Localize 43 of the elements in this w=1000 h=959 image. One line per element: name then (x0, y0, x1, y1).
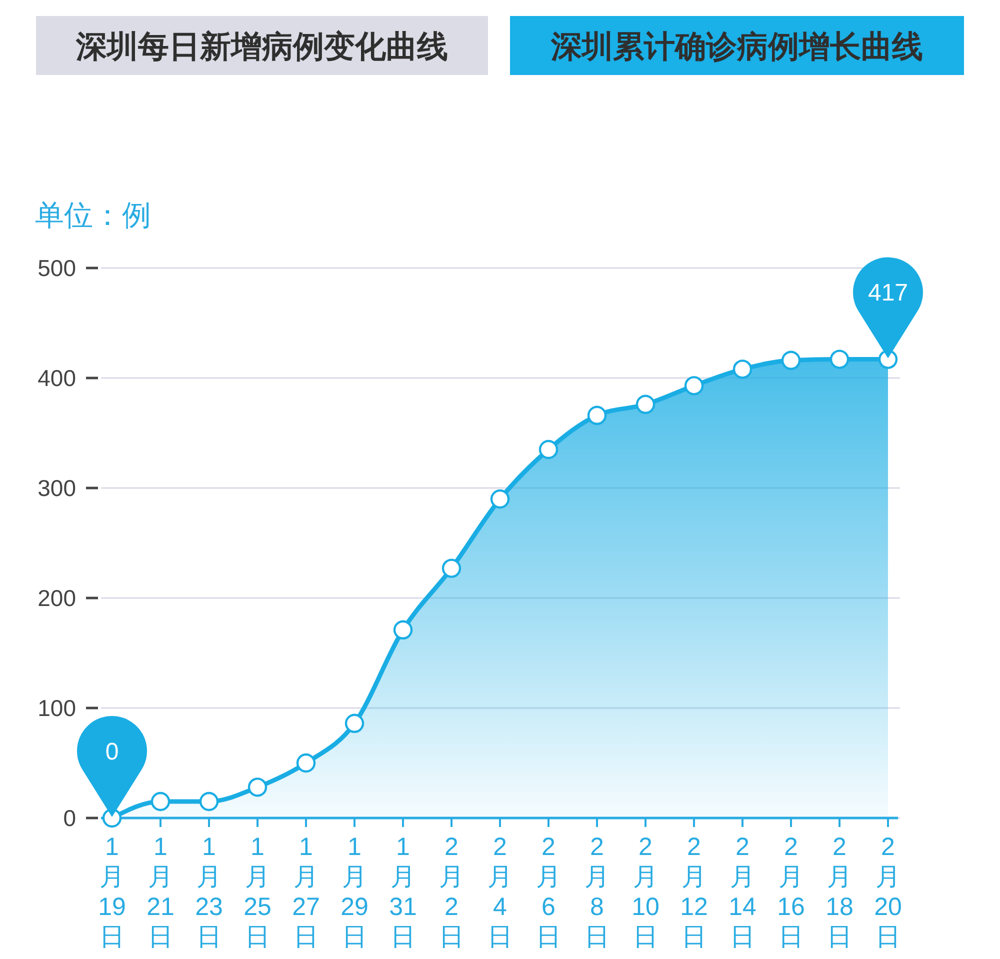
chart-title: 深圳累计确诊病例增长曲线 (550, 29, 923, 64)
text: 深圳每日新增病例变化曲线 (75, 29, 448, 64)
x-tick-label: 2月16日 (777, 833, 805, 951)
x-tick-label: 2月20日 (874, 833, 902, 951)
point (490, 489, 510, 509)
y-tick-label: 100 (38, 695, 76, 722)
x-tick-label: 1月23日 (195, 833, 223, 951)
x-tick-label: 1月19日 (98, 833, 126, 951)
x-tick-label: 2月14日 (728, 833, 756, 951)
point (150, 792, 170, 812)
x-tick-label: 1月27日 (292, 833, 320, 951)
point (393, 620, 413, 640)
point (636, 394, 656, 414)
point (442, 558, 462, 578)
point (684, 376, 704, 396)
point (587, 406, 607, 425)
x-tick-label: 1月21日 (146, 833, 174, 951)
point (248, 778, 268, 797)
y-tick-label: 500 (38, 255, 76, 282)
y-tick-label: 400 (38, 365, 76, 392)
point (344, 714, 364, 733)
point (781, 350, 801, 370)
x-tick-label: 1月25日 (244, 833, 272, 951)
x-tick-label: 1月31日 (389, 833, 417, 951)
x-tick-label: 2月2日 (439, 833, 464, 951)
point (732, 360, 752, 379)
point (296, 753, 316, 773)
y-tick-label: 0 (63, 805, 76, 832)
data-label: 0 (105, 738, 119, 766)
point (830, 350, 850, 369)
y-tick-label: 300 (38, 475, 76, 502)
x-tick-label: 2月12日 (680, 833, 708, 951)
point (199, 792, 219, 812)
y-tick-label: 200 (38, 585, 76, 612)
data-label: 417 (868, 280, 908, 307)
y-axis-title: 单位：例 (35, 200, 151, 232)
x-tick-label: 2月10日 (632, 833, 660, 951)
x-tick-label: 2月6日 (536, 833, 561, 951)
x-tick-label: 1月29日 (340, 833, 368, 951)
x-tick-label: 2月8日 (584, 833, 610, 951)
x-tick-label: 2月4日 (488, 833, 512, 951)
x-tick-label: 2月18日 (826, 833, 854, 951)
point (538, 440, 558, 460)
